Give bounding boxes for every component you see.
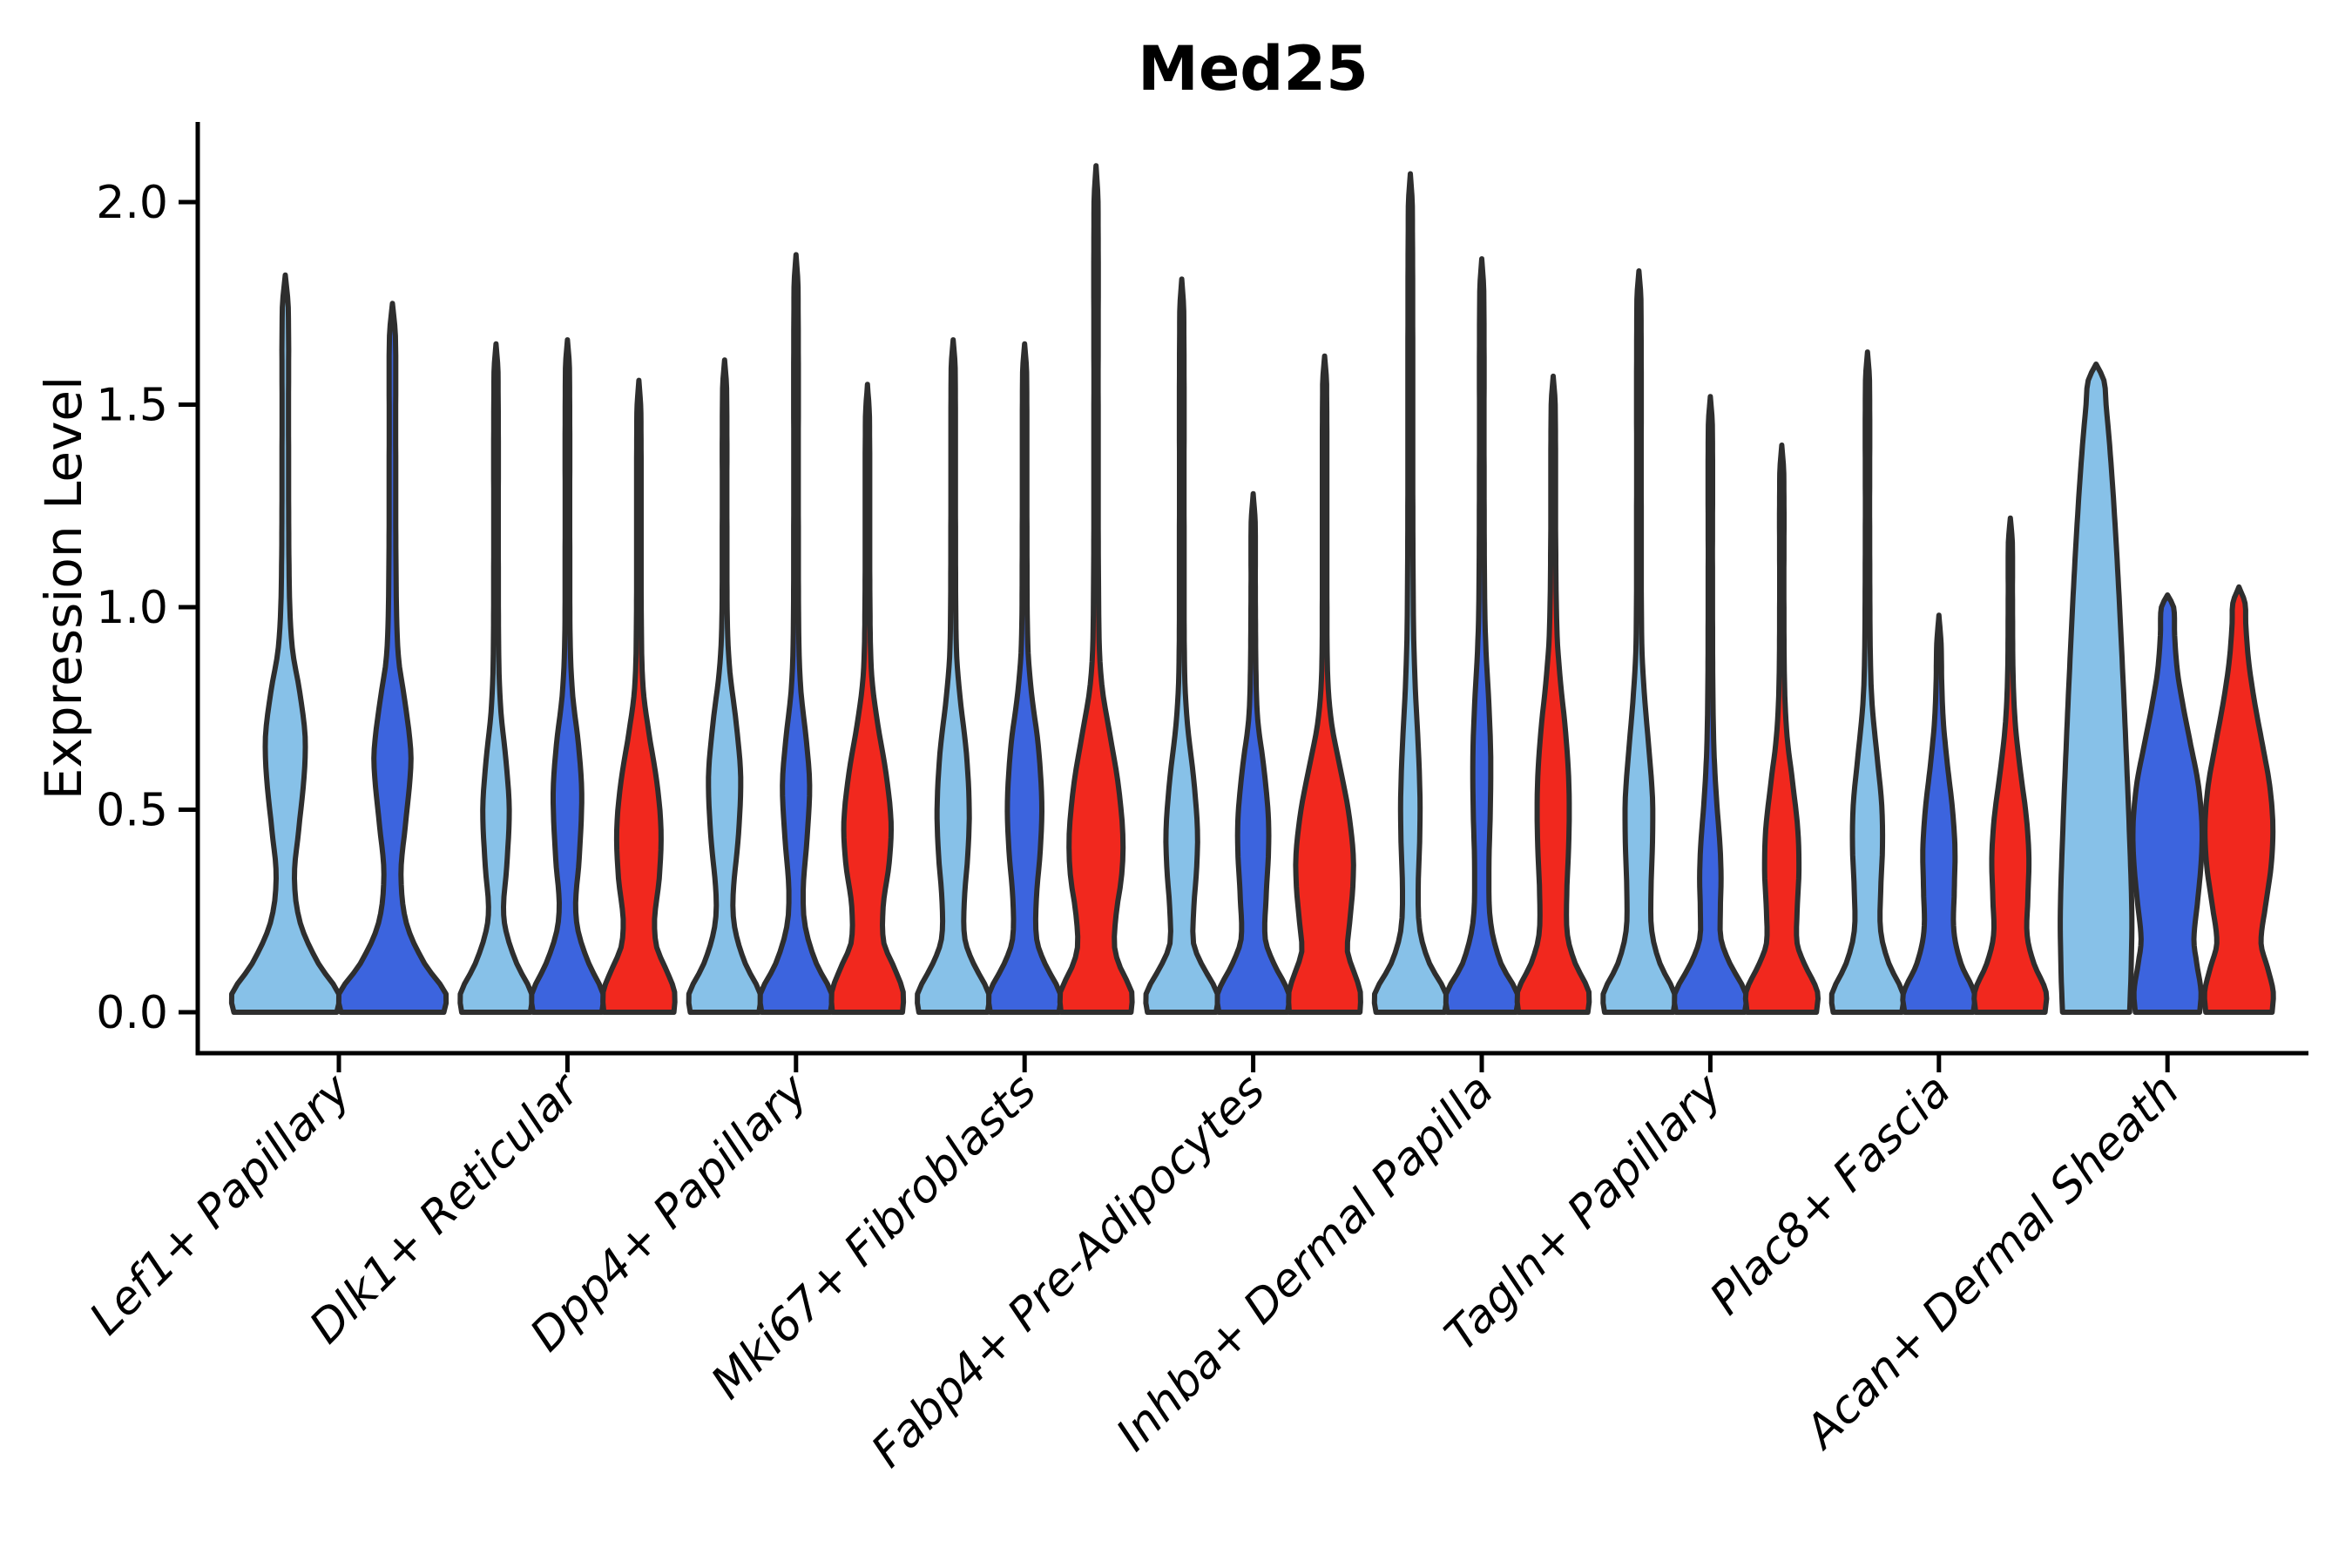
violin-5-red <box>1286 353 1363 1015</box>
violin-7-red <box>1742 443 1821 1015</box>
violin-1-dark-blue <box>335 301 449 1015</box>
violin-9-light-blue <box>2058 362 2135 1015</box>
violin-3-light-blue <box>686 357 763 1015</box>
chart-title: Med25 <box>1138 33 1369 105</box>
violin-9-dark-blue <box>2130 592 2205 1015</box>
violin-9-red <box>2201 584 2276 1015</box>
violin-2-red <box>600 377 678 1015</box>
violin-7-dark-blue <box>1672 394 1749 1015</box>
violin-5-light-blue <box>1143 276 1220 1015</box>
violin-8-light-blue <box>1828 349 1906 1015</box>
y-tick-label: 0.5 <box>96 785 168 837</box>
x-category-label: Plac8+ Fascia <box>1700 1064 1961 1325</box>
violin-3-dark-blue <box>757 252 835 1015</box>
violin-3-red <box>828 382 907 1015</box>
violin-2-light-blue <box>457 341 535 1015</box>
violin-7-light-blue <box>1600 268 1678 1015</box>
violin-6-light-blue <box>1371 171 1450 1015</box>
y-tick-label: 1.0 <box>96 582 168 634</box>
x-category-label: Acan+ Dermal Sheath <box>1794 1064 2189 1460</box>
violin-5-dark-blue <box>1214 490 1292 1015</box>
x-category-label: Fabp4+ Pre-Adipocytes <box>862 1064 1275 1478</box>
violin-1-light-blue <box>228 272 342 1015</box>
violin-4-light-blue <box>915 337 992 1015</box>
y-tick-label: 2.0 <box>96 177 168 229</box>
violin-8-red <box>1971 515 2050 1015</box>
y-tick-label: 0.0 <box>96 987 168 1039</box>
x-category-label: Inhba+ Dermal Papilla <box>1106 1064 1504 1462</box>
violin-6-red <box>1514 373 1592 1015</box>
violin-2-dark-blue <box>529 337 606 1015</box>
violin-8-dark-blue <box>1900 612 1978 1015</box>
violin-4-red <box>1057 163 1135 1015</box>
y-tick-label: 1.5 <box>96 380 168 432</box>
violin-6-dark-blue <box>1443 256 1521 1015</box>
violin-4-dark-blue <box>986 341 1064 1015</box>
